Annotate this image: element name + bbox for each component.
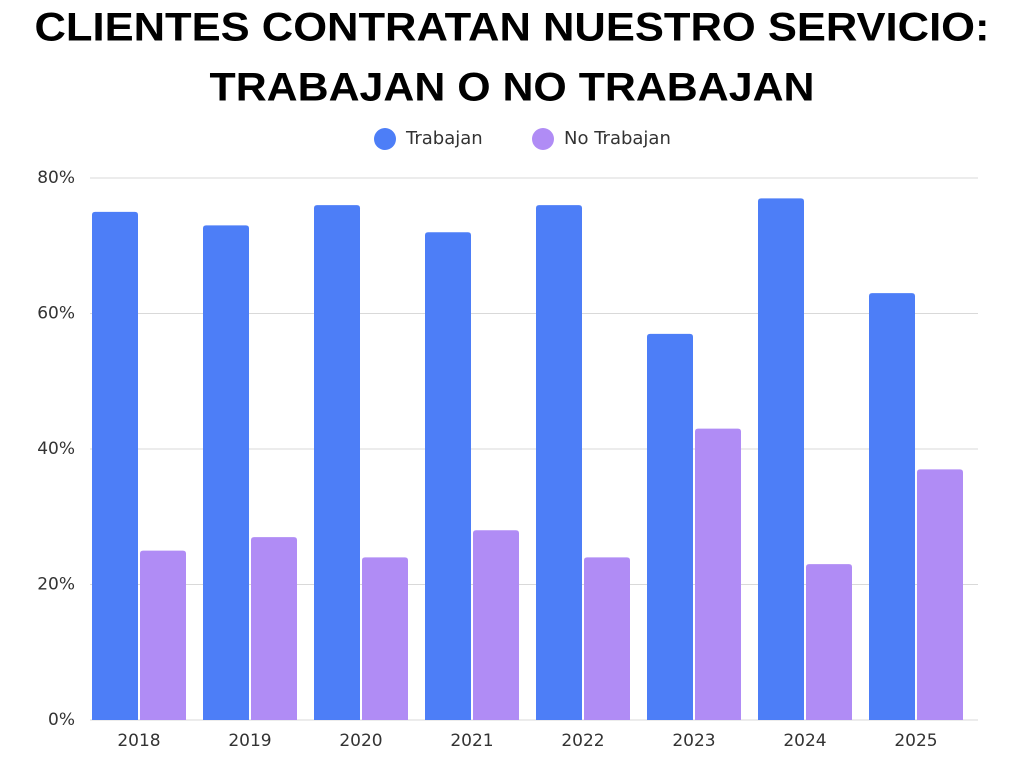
legend-marker — [532, 128, 554, 150]
bar — [314, 205, 360, 721]
x-tick-label: 2024 — [783, 731, 826, 751]
y-tick-label: 40% — [37, 439, 75, 459]
bar — [695, 428, 741, 720]
bar — [251, 537, 297, 720]
bar — [362, 557, 408, 720]
legend-marker — [374, 128, 396, 150]
bar — [92, 211, 138, 720]
bar — [536, 205, 582, 721]
y-tick-label: 20% — [37, 575, 75, 595]
bar — [584, 557, 630, 720]
legend-label: Trabajan — [405, 128, 483, 149]
x-tick-label: 2021 — [450, 731, 493, 751]
x-tick-label: 2020 — [339, 731, 382, 751]
x-tick-label: 2019 — [228, 731, 271, 751]
bar — [806, 564, 852, 720]
bar — [869, 293, 915, 720]
bar — [917, 469, 963, 720]
x-tick-label: 2025 — [894, 731, 937, 751]
y-tick-label: 60% — [37, 304, 75, 324]
y-tick-label: 80% — [37, 168, 75, 188]
bar — [140, 550, 186, 720]
x-tick-label: 2022 — [561, 731, 604, 751]
y-tick-label: 0% — [48, 710, 75, 730]
x-tick-label: 2023 — [672, 731, 715, 751]
bar — [203, 225, 249, 721]
legend-label: No Trabajan — [564, 128, 671, 149]
bar — [758, 198, 804, 720]
chart-title: TRABAJAN O NO TRABAJAN — [210, 66, 815, 110]
chart-title: CLIENTES CONTRATAN NUESTRO SERVICIO: — [35, 6, 990, 50]
bar — [425, 232, 471, 720]
x-tick-label: 2018 — [117, 731, 160, 751]
bar — [647, 333, 693, 720]
bar — [473, 530, 519, 720]
